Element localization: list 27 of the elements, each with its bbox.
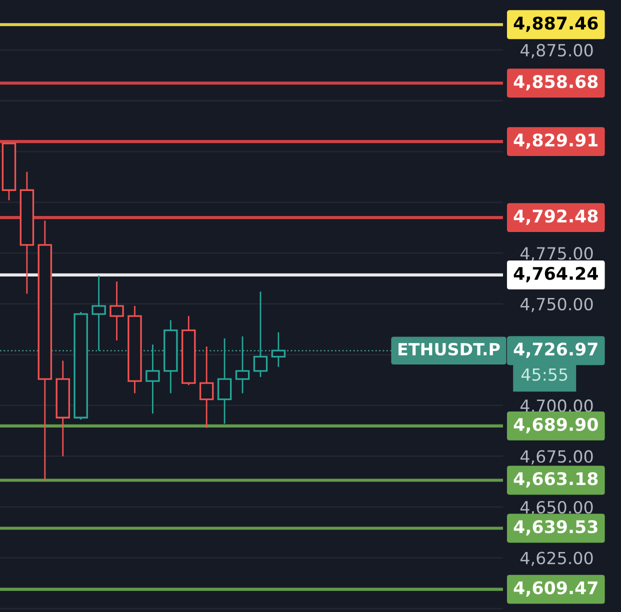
y-tick-label: 4,625.00 xyxy=(520,552,593,566)
candlestick xyxy=(92,274,106,352)
y-tick-label: 4,675.00 xyxy=(520,450,593,464)
annotation: ETHUSDT.P xyxy=(398,342,500,356)
ref-line-label: 4,858.68 xyxy=(514,75,598,90)
ref-line-label: 4,726.97 xyxy=(514,342,598,358)
candlestick xyxy=(217,338,232,424)
y-tick-label: 4,700.00 xyxy=(520,399,593,414)
ref-line-label: 4,792.48 xyxy=(514,209,598,225)
y-tick-label: 4,875.00 xyxy=(520,44,593,58)
candlestick xyxy=(271,332,286,368)
ref-line-label: 4,609.47 xyxy=(514,581,598,597)
y-tick-label: 4,650.00 xyxy=(520,500,593,516)
candlestick xyxy=(110,280,124,342)
candlestick xyxy=(253,290,268,378)
ref-line-label: 4,764.24 xyxy=(514,266,598,282)
candlestick xyxy=(199,346,214,428)
text: 45:55 xyxy=(521,368,568,381)
ref-line-label: 4,639.53 xyxy=(514,520,598,536)
ref-line-label: 4,689.90 xyxy=(514,418,598,434)
ref-line-label: 4,887.46 xyxy=(514,16,598,32)
y-tick-label: 4,775.00 xyxy=(520,247,593,262)
candlestick xyxy=(146,344,160,414)
ref-line-label: 4,829.91 xyxy=(514,133,598,149)
ref-line-label: 4,663.18 xyxy=(514,472,598,488)
candlestick xyxy=(235,336,250,394)
y-tick-label: 4,750.00 xyxy=(520,298,593,312)
